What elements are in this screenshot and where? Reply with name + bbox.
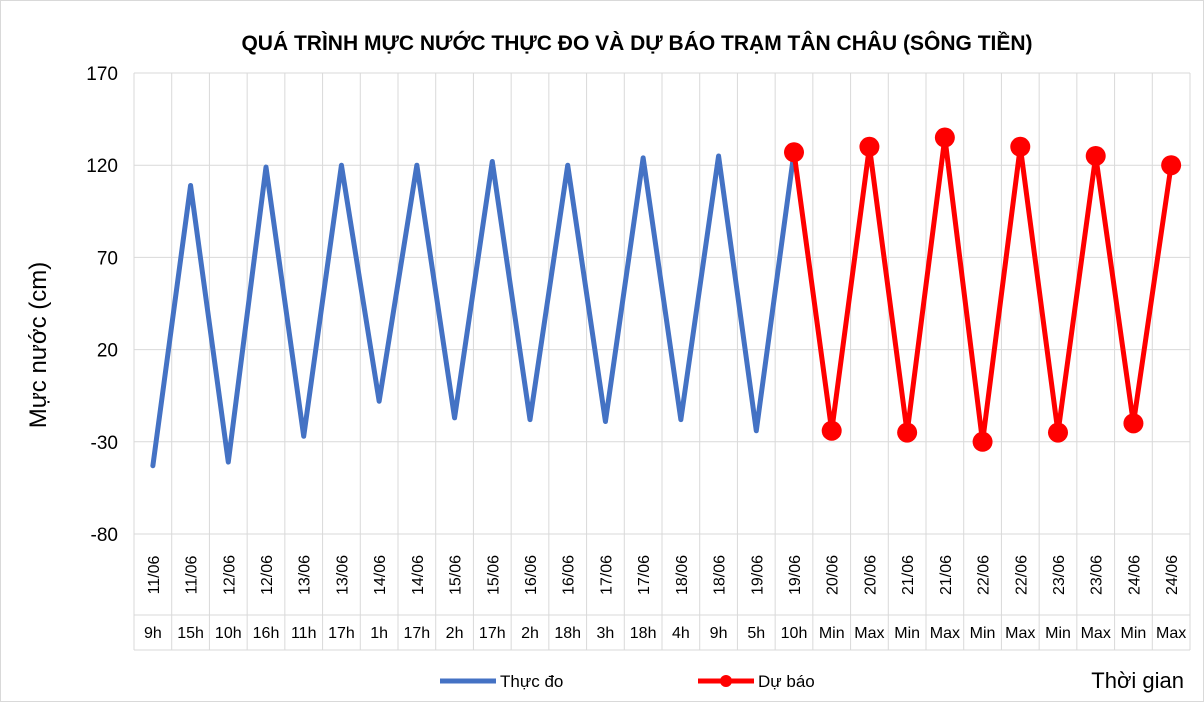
x-tick-label: 3h — [597, 625, 615, 642]
x-tick-label: 2h — [446, 625, 464, 642]
legend-label: Thực đo — [500, 672, 563, 691]
x-tick-label: Min — [819, 625, 845, 642]
x-tick-label: 11/06 — [146, 555, 163, 594]
marker — [821, 420, 842, 441]
x-tick-label: Min — [970, 625, 996, 642]
x-tick-label: 10h — [781, 625, 808, 642]
y-tick-label: 20 — [97, 341, 118, 362]
series-line — [150, 149, 797, 469]
x-tick-label: 12/06 — [221, 555, 238, 595]
x-tick-label: Min — [894, 625, 920, 642]
marker — [784, 142, 804, 163]
x-tick-label: 18h — [630, 625, 657, 642]
marker — [934, 127, 955, 148]
marker — [897, 422, 918, 443]
x-tick-label: 1h — [370, 625, 388, 642]
x-tick-label: 14/06 — [372, 555, 389, 595]
x-tick-label: 17h — [328, 625, 355, 642]
x-tick-label: 16/06 — [523, 555, 540, 595]
x-tick-label: 22/06 — [1013, 555, 1030, 595]
x-tick-label: 24/06 — [1126, 555, 1143, 595]
x-tick-label: 17h — [479, 625, 506, 642]
x-tick-label: 12/06 — [259, 555, 276, 595]
x-tick-label: 16/06 — [561, 555, 578, 595]
x-tick-label: 17/06 — [598, 555, 615, 595]
x-tick-label: 11/06 — [184, 555, 201, 594]
x-tick-label: 22/06 — [976, 555, 993, 595]
x-tick-label: 18/06 — [674, 555, 691, 595]
x-tick-label: 14/06 — [410, 555, 427, 595]
x-tick-label: 23/06 — [1089, 555, 1106, 595]
x-tick-label: 5h — [747, 625, 765, 642]
x-tick-label: 2h — [521, 625, 539, 642]
x-tick-label: 15h — [177, 625, 204, 642]
x-tick-label: 20/06 — [862, 555, 879, 595]
x-tick-label: 17/06 — [636, 555, 653, 595]
x-tick-label: Max — [1081, 625, 1111, 642]
y-tick-label: -30 — [91, 433, 118, 454]
x-tick-label: Min — [1045, 625, 1071, 642]
marker — [1085, 145, 1106, 166]
marker — [1123, 413, 1144, 434]
x-tick-label: Max — [1156, 625, 1186, 642]
x-tick-label: 13/06 — [334, 555, 351, 595]
x-tick-label: 15/06 — [448, 555, 465, 595]
x-tick-label: 21/06 — [900, 555, 917, 595]
x-tick-label: Max — [854, 625, 884, 642]
x-tick-label: 17h — [404, 625, 431, 642]
y-tick-label: 70 — [97, 248, 118, 269]
x-tick-label: 19/06 — [749, 555, 766, 595]
legend-marker — [720, 675, 732, 687]
marker — [859, 136, 880, 157]
x-tick-label: 11h — [291, 625, 317, 642]
x-tick-label: 4h — [672, 625, 690, 642]
marker — [1048, 422, 1068, 443]
x-tick-label: 18/06 — [712, 555, 729, 595]
x-tick-label: 20/06 — [825, 555, 842, 595]
x-tick-label: 10h — [215, 625, 242, 642]
x-tick-label: 18h — [554, 625, 581, 642]
marker — [972, 431, 993, 452]
chart-title: QUÁ TRÌNH MỰC NƯỚC THỰC ĐO VÀ DỰ BÁO TRẠ… — [241, 31, 1032, 55]
x-tick-label: 19/06 — [787, 555, 804, 595]
x-tick-label: 9h — [710, 625, 728, 642]
marker — [1161, 155, 1182, 176]
x-tick-label: 23/06 — [1051, 555, 1068, 595]
x-tick-label: 13/06 — [297, 555, 314, 595]
marker — [1010, 136, 1031, 157]
x-tick-label: 9h — [144, 625, 162, 642]
x-tick-label: 21/06 — [938, 555, 955, 595]
x-tick-label: 15/06 — [485, 555, 502, 595]
x-tick-label: Max — [1005, 625, 1035, 642]
y-axis-label: Mực nước (cm) — [25, 262, 52, 429]
legend-label: Dự báo — [758, 672, 815, 691]
x-axis-label: Thời gian — [1091, 668, 1184, 693]
x-tick-label: Min — [1121, 625, 1147, 642]
x-tick-label: 16h — [253, 625, 280, 642]
x-tick-label: Max — [930, 625, 960, 642]
y-tick-label: -80 — [91, 525, 118, 546]
x-tick-label: 24/06 — [1164, 555, 1181, 595]
y-tick-label: 170 — [86, 64, 118, 85]
y-tick-label: 120 — [86, 156, 118, 177]
